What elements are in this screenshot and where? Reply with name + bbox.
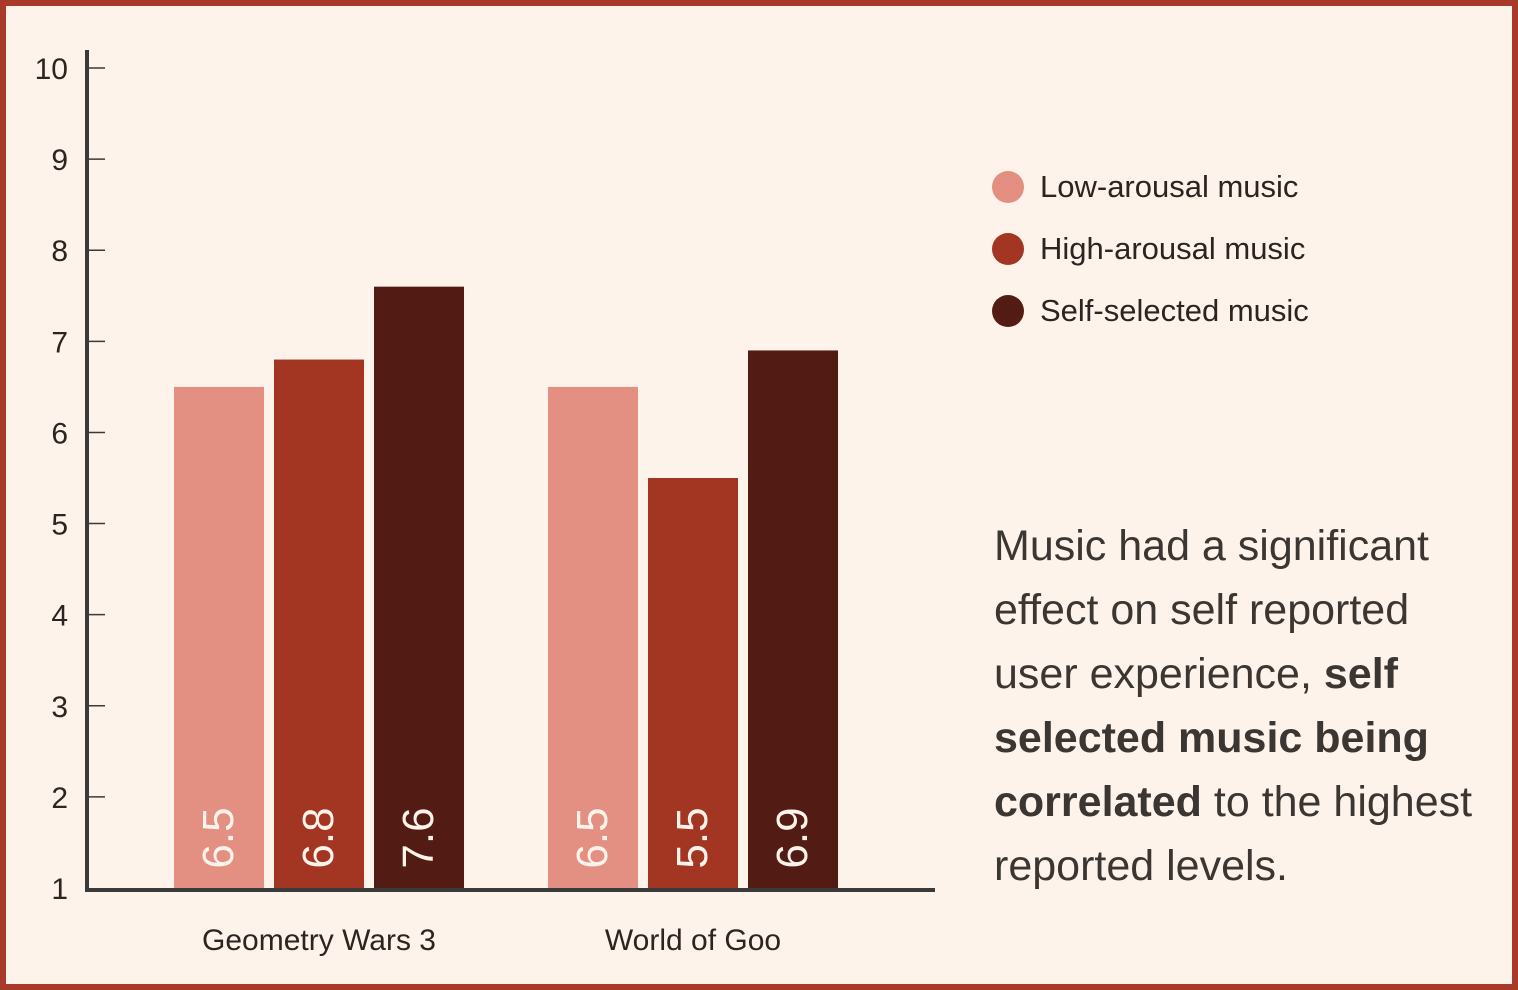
bar-value-label-2-1: 6.5 xyxy=(568,807,617,868)
x-category-label-1: Geometry Wars 3 xyxy=(202,924,436,957)
annotation-bold: self selected music being correlated xyxy=(994,650,1429,826)
bar-value-label-2-2: 5.5 xyxy=(668,807,717,868)
y-tick-label-2: 2 xyxy=(51,782,68,815)
bar-2-1 xyxy=(548,386,638,888)
bar-1-3 xyxy=(374,286,464,889)
annotation-part1: Music had a significant effect on self r… xyxy=(994,522,1429,698)
annotation-part2: to the highest reported levels. xyxy=(994,778,1473,890)
legend-item-high-arousal: High-arousal music xyxy=(992,218,1309,280)
y-tick-label-3: 3 xyxy=(51,691,68,724)
bar-value-label-1-3: 7.6 xyxy=(394,807,443,868)
legend-swatch-self-selected xyxy=(992,295,1024,327)
legend-swatch-low-arousal xyxy=(992,171,1024,203)
legend-label-high-arousal: High-arousal music xyxy=(1040,231,1306,266)
bar-2-3 xyxy=(748,350,838,888)
y-tick-label-10: 10 xyxy=(35,53,68,86)
y-tick-label-7: 7 xyxy=(51,326,68,359)
legend-item-low-arousal: Low-arousal music xyxy=(992,156,1309,218)
bar-chart: 1 2 3 4 5 6 7 8 9 10 6.5 6.8 7.6 Geometry Wars 3 6.5 5.… xyxy=(35,50,935,957)
legend-label-low-arousal: Low-arousal music xyxy=(1040,169,1299,204)
y-tick-label-9: 9 xyxy=(51,144,68,177)
bar-value-label-1-2: 6.8 xyxy=(294,807,343,868)
y-tick-label-4: 4 xyxy=(51,600,68,633)
legend-item-self-selected: Self-selected music xyxy=(992,280,1309,342)
y-tick-label-8: 8 xyxy=(51,235,68,268)
bar-2-2 xyxy=(648,478,738,888)
legend-swatch-high-arousal xyxy=(992,233,1024,265)
y-tick-label-1: 1 xyxy=(51,873,68,906)
bar-value-label-2-3: 6.9 xyxy=(768,807,817,868)
annotation-text: Music had a significant effect on self r… xyxy=(994,514,1474,898)
legend-label-self-selected: Self-selected music xyxy=(1040,293,1309,328)
y-tick-label-6: 6 xyxy=(51,417,68,450)
bar-1-1 xyxy=(174,386,264,888)
bar-value-label-1-1: 6.5 xyxy=(194,807,243,868)
legend: Low-arousal music High-arousal music Sel… xyxy=(992,156,1309,342)
y-tick-label-5: 5 xyxy=(51,509,68,542)
bar-1-2 xyxy=(274,359,364,888)
x-category-label-2: World of Goo xyxy=(605,924,781,957)
